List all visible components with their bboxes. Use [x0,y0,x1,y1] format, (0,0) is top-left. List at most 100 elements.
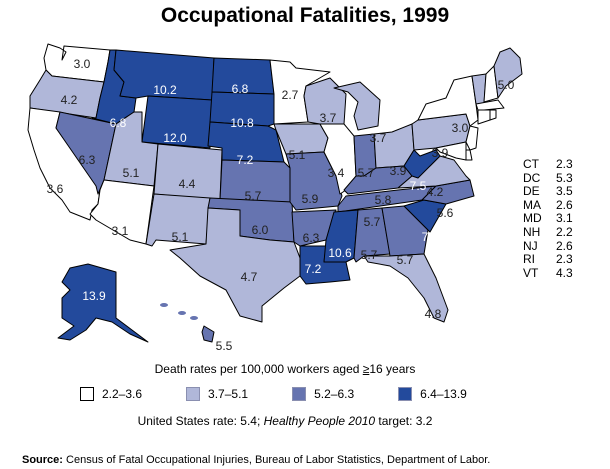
label-AZ: 3.1 [112,224,129,238]
small-state-row: MA 2.6 [523,197,573,213]
label-KY: 5.8 [375,193,392,207]
us-choropleth-map: 3.0 4.2 3.6 6.3 6.8 10.2 12.0 5.1 3.1 4.… [27,43,523,353]
legend-item: 5.2–6.3 [292,387,354,401]
label-WV: 7.5 [410,179,427,193]
label-SD: 10.8 [230,116,254,130]
label-PA: 3.9 [432,146,449,160]
label-ID: 6.8 [110,116,127,130]
legend-item: 2.2–3.6 [80,387,142,401]
label-CA: 3.6 [47,182,64,196]
legend-label: 5.2–6.3 [314,387,355,401]
state-value: 2.6 [556,197,573,212]
legend-label: 6.4–13.9 [420,387,467,401]
label-MI: 3.7 [370,131,387,145]
label-ND: 6.8 [232,82,249,96]
small-state-row: RI 2.3 [523,253,573,267]
state-HI [201,325,215,343]
label-FL: 4.8 [425,307,442,321]
legend-label: 3.7–5.1 [208,387,249,401]
label-MT: 10.2 [153,83,177,97]
label-MS: 10.6 [328,246,352,260]
state-CT [477,109,491,125]
label-NY: 3.0 [452,121,469,135]
label-VA: 4.2 [427,185,444,199]
state-abbr: RI [523,252,535,267]
label-HI: 5.5 [216,339,233,353]
legend-caption: Death rates per 100,000 workers aged ≥16… [0,362,590,376]
chart-title: Occupational Fatalities, 1999 [160,4,450,27]
state-IL [319,123,357,195]
state-NJ [465,125,479,151]
us-rate-italic: Healthy People 2010 [263,414,376,428]
legend-item: 6.4–13.9 [398,387,467,401]
us-rate-suffix: target: 3.2 [375,414,433,428]
state-value: 4.3 [556,265,573,280]
label-IN: 5.7 [358,166,375,180]
label-MO: 5.9 [302,192,319,206]
state-value: 2.3 [556,157,573,171]
legend-swatch-bin4 [398,387,413,401]
state-SC [403,199,447,233]
state-WV [403,149,441,179]
state-CO [153,143,223,201]
small-state-row: NH 2.2 [523,224,573,240]
small-state-row: VT 4.3 [523,265,573,281]
state-MD [435,141,467,161]
label-CO: 4.4 [179,177,196,191]
state-abbr: NJ [523,238,538,253]
state-abbr: MA [523,197,541,212]
small-state-row: DC 5.3 [523,170,573,186]
label-OR: 4.2 [61,93,78,107]
label-OH: 3.9 [390,164,407,178]
small-state-row: MD 3.1 [523,212,573,226]
label-WI: 3.7 [320,111,337,125]
small-state-row: NJ 2.6 [523,238,573,254]
label-AR: 6.3 [303,231,320,245]
state-abbr: CT [523,157,539,171]
state-abbr: DE [523,184,540,199]
source-label: Source: [22,454,63,466]
state-value: 5.3 [556,170,573,185]
label-NV: 6.3 [79,153,96,167]
state-RI [489,109,497,121]
state-AZ [89,179,155,245]
hawaii-island-small [178,311,186,315]
state-abbr: VT [523,265,539,280]
label-KS: 5.7 [245,189,262,203]
label-OK: 6.0 [252,223,269,237]
state-ME [493,47,523,99]
caption-suffix: 16 years [369,362,416,376]
legend-swatch-bin2 [186,387,201,401]
label-TX: 4.7 [241,270,258,284]
state-FL [363,253,449,323]
caption-prefix: Death rates per 100,000 workers aged [154,362,363,376]
source-note: Source: Census of Fatal Occupational Inj… [22,454,490,466]
state-MI [333,81,381,131]
state-DE [465,149,473,161]
label-NM: 5.1 [172,230,189,244]
state-value-labels: 3.0 4.2 3.6 6.3 6.8 10.2 12.0 5.1 3.1 4.… [47,57,515,353]
small-state-row: CT 2.3 [523,157,573,172]
small-state-row: DE 3.5 [523,185,573,199]
label-AK: 13.9 [82,289,106,303]
label-LA: 7.2 [305,262,322,276]
state-MA [475,99,505,111]
legend-item: 3.7–5.1 [186,387,248,401]
state-AK [57,263,149,343]
label-SC: 7.2 [422,230,439,244]
us-rate-note: United States rate: 5.4; Healthy People … [0,414,590,428]
small-states-table: CT 2.3 DC 5.3 DE 3.5 MA 2.6 MD 3.1 NH 2.2 NJ 2.… [523,157,573,281]
label-ME: 5.0 [498,78,515,92]
state-value: 2.6 [556,238,573,253]
state-value: 3.5 [556,184,573,199]
label-GA: 5.7 [397,253,414,267]
state-value: 2.2 [556,224,573,239]
legend-label: 2.2–3.6 [102,387,143,401]
state-abbr: NH [523,224,541,239]
state-abbr: DC [523,170,541,185]
label-IA: 5.1 [289,148,306,162]
label-AL: 5.7 [361,248,378,262]
legend-swatch-bin1 [80,387,94,401]
label-MN: 2.7 [282,88,299,102]
label-NE: 7.2 [237,153,254,167]
